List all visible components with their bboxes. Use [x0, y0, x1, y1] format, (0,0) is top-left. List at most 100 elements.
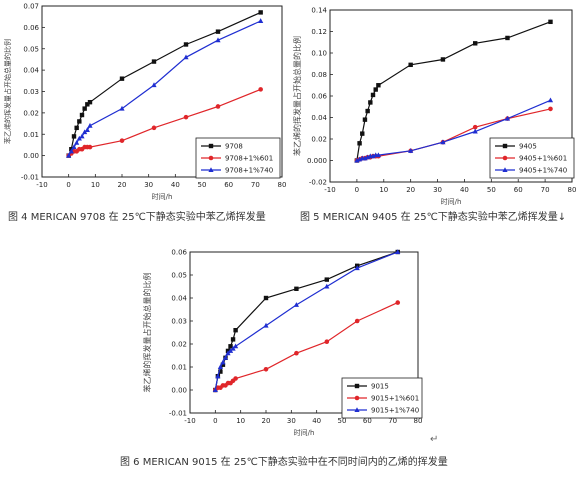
x-tick-label: 20: [406, 186, 415, 194]
data-point: [119, 138, 125, 143]
y-tick-label: 0.000: [307, 157, 327, 165]
y-tick-label: 0.12: [311, 28, 327, 36]
legend-label: 9708: [225, 143, 243, 151]
x-tick-label: 30: [144, 181, 153, 189]
data-point: [473, 41, 478, 46]
data-point: [233, 376, 238, 381]
x-tick-label: 50: [338, 417, 347, 425]
data-point: [212, 387, 218, 392]
y-tick-label: 0.04: [23, 67, 39, 75]
x-tick-label: 10: [236, 417, 245, 425]
chart-svg: -10 0 10 20 30 40 50 60 70 80 -0.01 0.00 0.01 0.02 0.0…: [142, 249, 423, 438]
legend: 9405 9405+1%601 9405+1%740: [489, 137, 575, 179]
data-point: [82, 129, 88, 135]
data-point: [220, 359, 226, 365]
data-point: [71, 134, 77, 139]
data-point: [79, 133, 85, 139]
data-point: [87, 144, 93, 150]
x-tick-label: 50: [198, 181, 207, 189]
x-tick-label: -10: [36, 181, 47, 189]
y-tick-label: 0.08: [311, 71, 327, 79]
x-tick-label: 30: [433, 186, 442, 194]
y-tick-label: 0.02: [171, 341, 187, 349]
legend-marker: [208, 143, 214, 149]
y-tick-label: 0.02: [23, 109, 39, 117]
y-tick-label: 0.03: [171, 318, 187, 326]
data-point: [87, 99, 93, 105]
x-tick-label: 20: [118, 181, 127, 189]
data-point: [71, 144, 77, 150]
x-tick-label: 60: [363, 417, 372, 425]
y-tick-label: 0.06: [23, 24, 39, 32]
y-tick-label: -0.01: [169, 410, 187, 418]
data-point: [84, 127, 90, 132]
legend-label: 9708+1%740: [225, 167, 273, 175]
data-point: [324, 283, 330, 289]
y-tick-label: 0.01: [171, 364, 187, 372]
x-tick-label: 20: [262, 417, 271, 425]
data-point: [263, 367, 269, 372]
y-tick-label: 0.14: [311, 7, 327, 15]
x-tick-label: 80: [568, 186, 577, 194]
data-point: [324, 339, 330, 344]
x-tick-label: 50: [487, 186, 496, 194]
y-tick-label: -0.01: [21, 174, 39, 182]
x-tick-label: 60: [224, 181, 233, 189]
x-tick-label: -10: [324, 186, 335, 194]
x-tick-label: 40: [171, 181, 180, 189]
legend-label: 9015+1%601: [371, 395, 419, 403]
data-point: [222, 355, 229, 360]
x-axis-label: 时间/h: [441, 197, 462, 206]
y-tick-label: -0.02: [309, 179, 327, 187]
chart-panel-fig5: -10 0 10 20 30 40 50 60 70 80 -0.02 0.000 0.02 0.04 0.…: [290, 0, 580, 215]
series-line: [214, 251, 398, 391]
data-point: [376, 83, 381, 88]
series-9015+1%601: [213, 300, 401, 393]
y-axis-label: 苯乙烯的挥发量占开始总量的比例: [3, 39, 12, 144]
legend: 9015 9015+1%601 9015+1%740: [341, 377, 423, 419]
data-point: [504, 115, 511, 121]
legend-label: 9015: [371, 383, 389, 391]
x-tick-label: 40: [460, 186, 469, 194]
legend-marker: [208, 167, 214, 172]
x-tick-label: 0: [213, 417, 217, 425]
data-point: [220, 362, 226, 367]
data-point: [119, 76, 125, 81]
y-tick-label: 0.01: [23, 131, 39, 139]
series-9708: [66, 10, 263, 158]
data-point: [294, 286, 299, 291]
y-tick-label: 0.04: [171, 295, 187, 303]
y-tick-label: 0.03: [23, 88, 39, 96]
y-axis-label: 苯乙烯的挥发量占开始总量的比例: [142, 273, 152, 393]
y-tick-label: 0.02: [311, 136, 327, 144]
x-tick-label: 40: [312, 417, 321, 425]
legend-label: 9405+1%601: [519, 155, 567, 163]
data-point: [263, 295, 269, 301]
y-axis-label: 苯乙烯的挥发量占开始总量的比例: [292, 36, 302, 156]
x-tick-label: 10: [379, 186, 388, 194]
series-9405+1%740: [354, 97, 554, 163]
legend-marker: [502, 155, 508, 161]
plot-frame: [189, 251, 419, 414]
data-point: [218, 369, 223, 374]
data-point: [183, 114, 189, 120]
x-tick-label: -10: [184, 417, 195, 425]
data-point: [74, 125, 79, 131]
data-point: [233, 343, 239, 349]
data-point: [547, 97, 554, 103]
x-tick-label: 10: [91, 181, 100, 189]
legend-label: 9405: [519, 143, 537, 151]
data-point: [68, 148, 74, 154]
data-point: [373, 87, 378, 92]
data-point: [354, 318, 360, 324]
series-9405: [354, 19, 553, 163]
return-mark-icon: ↵: [430, 434, 439, 445]
x-tick-label: 80: [414, 417, 423, 425]
data-point: [215, 373, 221, 379]
legend-marker: [502, 167, 508, 172]
x-tick-label: 80: [278, 181, 287, 189]
data-point: [294, 350, 299, 356]
legend-marker: [354, 407, 360, 412]
legend-marker: [354, 395, 360, 401]
data-point: [263, 322, 269, 328]
